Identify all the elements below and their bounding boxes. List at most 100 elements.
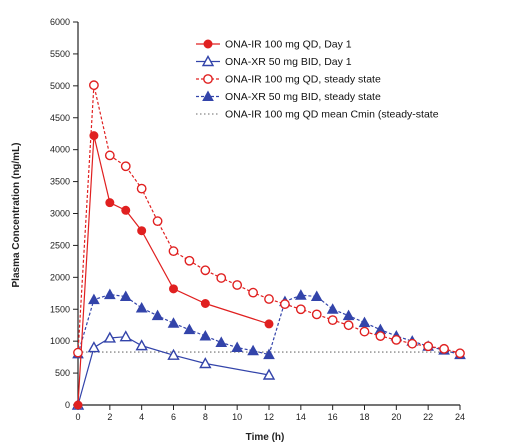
y-tick-label: 5500 bbox=[50, 49, 70, 59]
series-1 bbox=[73, 131, 274, 410]
x-tick-label: 0 bbox=[75, 412, 80, 422]
x-tick-label: 20 bbox=[391, 412, 401, 422]
series-4-point bbox=[183, 323, 196, 335]
x-axis-title: Time (h) bbox=[246, 432, 285, 443]
y-tick-label: 3500 bbox=[50, 177, 70, 187]
y-tick-label: 1500 bbox=[50, 304, 70, 314]
series-2-point bbox=[199, 357, 212, 369]
legend-marker bbox=[201, 55, 215, 67]
x-tick-label: 4 bbox=[139, 412, 144, 422]
series-3-point bbox=[200, 265, 211, 276]
legend-label: ONA-IR 100 mg QD, Day 1 bbox=[225, 39, 352, 51]
y-tick-label: 4000 bbox=[50, 145, 70, 155]
series-4-point bbox=[310, 290, 323, 301]
series-3-point bbox=[216, 273, 227, 283]
series-3-point bbox=[423, 341, 434, 352]
legend-item: ONA-IR 100 mg QD, steady state bbox=[196, 74, 381, 86]
y-tick-label: 2000 bbox=[50, 272, 70, 282]
series-2 bbox=[71, 330, 276, 410]
legend-marker bbox=[203, 74, 213, 84]
y-tick-label: 0 bbox=[65, 400, 70, 410]
series-3-point bbox=[184, 255, 195, 266]
series-3-point bbox=[343, 320, 354, 331]
series-3 bbox=[73, 80, 465, 359]
series-4-point bbox=[247, 344, 259, 356]
series-3-point bbox=[455, 348, 465, 359]
series-1-line bbox=[77, 135, 270, 406]
y-tick-label: 6000 bbox=[50, 17, 70, 27]
series-1-point bbox=[264, 319, 274, 329]
series-4-point bbox=[215, 336, 228, 347]
x-tick-label: 16 bbox=[328, 412, 338, 422]
axes: 0 500 1000 1500 2000 2500 3000 3500 4000 4500 5000… bbox=[50, 17, 465, 422]
series-1-point bbox=[89, 131, 99, 141]
series-3-point bbox=[295, 304, 306, 315]
x-tick-label: 12 bbox=[264, 412, 274, 422]
y-tick-label: 1000 bbox=[50, 336, 70, 346]
legend-marker bbox=[202, 90, 214, 101]
series-3-point bbox=[89, 80, 99, 91]
series-3-point bbox=[439, 343, 449, 354]
series-2-point bbox=[87, 341, 101, 353]
y-axis-title: Plasma Concentration (ng/mL) bbox=[11, 142, 22, 287]
series-4-point bbox=[231, 341, 244, 353]
series-4-point bbox=[199, 330, 212, 341]
series-3-point bbox=[232, 280, 243, 290]
legend-item: ONA-IR 100 mg QD, Day 1 bbox=[196, 39, 352, 51]
y-tick-label: 5000 bbox=[50, 81, 70, 91]
series-4-point bbox=[135, 301, 148, 313]
series-1-point bbox=[121, 205, 131, 215]
x-tick-label: 24 bbox=[455, 412, 465, 422]
series-4-point bbox=[88, 293, 100, 305]
series-3-point bbox=[248, 287, 258, 298]
series-4-point bbox=[167, 317, 180, 328]
legend-label: ONA-IR 100 mg QD mean Cmin (steady-state bbox=[225, 109, 439, 121]
series-3-point bbox=[391, 334, 402, 345]
series-4-point bbox=[342, 309, 355, 321]
series-2-point bbox=[167, 348, 180, 360]
y-tick-label: 500 bbox=[55, 368, 70, 378]
x-tick-label: 14 bbox=[296, 412, 306, 422]
series-1-point bbox=[169, 284, 178, 294]
legend-item: ONA-XR 50 mg BID, Day 1 bbox=[196, 55, 352, 68]
series-3-point bbox=[136, 183, 147, 194]
x-tick-label: 18 bbox=[359, 412, 369, 422]
x-tick-label: 10 bbox=[232, 412, 242, 422]
y-tick-label: 2500 bbox=[50, 240, 70, 250]
series-2-line bbox=[77, 336, 270, 406]
legend: ONA-IR 100 mg QD, Day 1 ONA-XR 50 mg BID,… bbox=[196, 39, 439, 121]
series-3-point bbox=[264, 294, 274, 304]
y-tick-label: 3000 bbox=[50, 209, 70, 219]
series-3-point bbox=[120, 161, 131, 172]
series-4-point bbox=[119, 290, 132, 301]
series-1-point bbox=[73, 400, 83, 410]
series-3-point bbox=[375, 331, 386, 341]
x-tick-label: 22 bbox=[423, 412, 433, 422]
series-3-point bbox=[311, 309, 322, 320]
series-3-point bbox=[152, 216, 163, 227]
legend-item: ONA-XR 50 mg BID, steady state bbox=[196, 90, 381, 103]
series-4-point bbox=[358, 316, 371, 328]
legend-marker bbox=[203, 39, 213, 49]
series-2-point bbox=[119, 330, 132, 342]
series-3-line bbox=[77, 85, 461, 354]
series-1-point bbox=[105, 198, 115, 208]
series-1-point bbox=[137, 226, 147, 236]
series-3-point bbox=[73, 347, 83, 358]
x-tick-label: 8 bbox=[203, 412, 208, 422]
series-3-point bbox=[280, 299, 290, 310]
series-3-point bbox=[168, 246, 179, 257]
series-3-point bbox=[359, 326, 370, 337]
series-1-point bbox=[200, 299, 210, 309]
legend-item: ONA-IR 100 mg QD mean Cmin (steady-state bbox=[196, 109, 439, 121]
series-3-point bbox=[327, 315, 338, 326]
series-4-point bbox=[151, 309, 164, 321]
series-4-point bbox=[263, 348, 275, 360]
x-tick-label: 2 bbox=[107, 412, 112, 422]
series-3-point bbox=[104, 150, 115, 161]
series-4-point bbox=[103, 288, 116, 300]
legend-label: ONA-IR 100 mg QD, steady state bbox=[225, 74, 381, 86]
y-tick-label: 4500 bbox=[50, 113, 70, 123]
series-2-point bbox=[103, 331, 117, 343]
